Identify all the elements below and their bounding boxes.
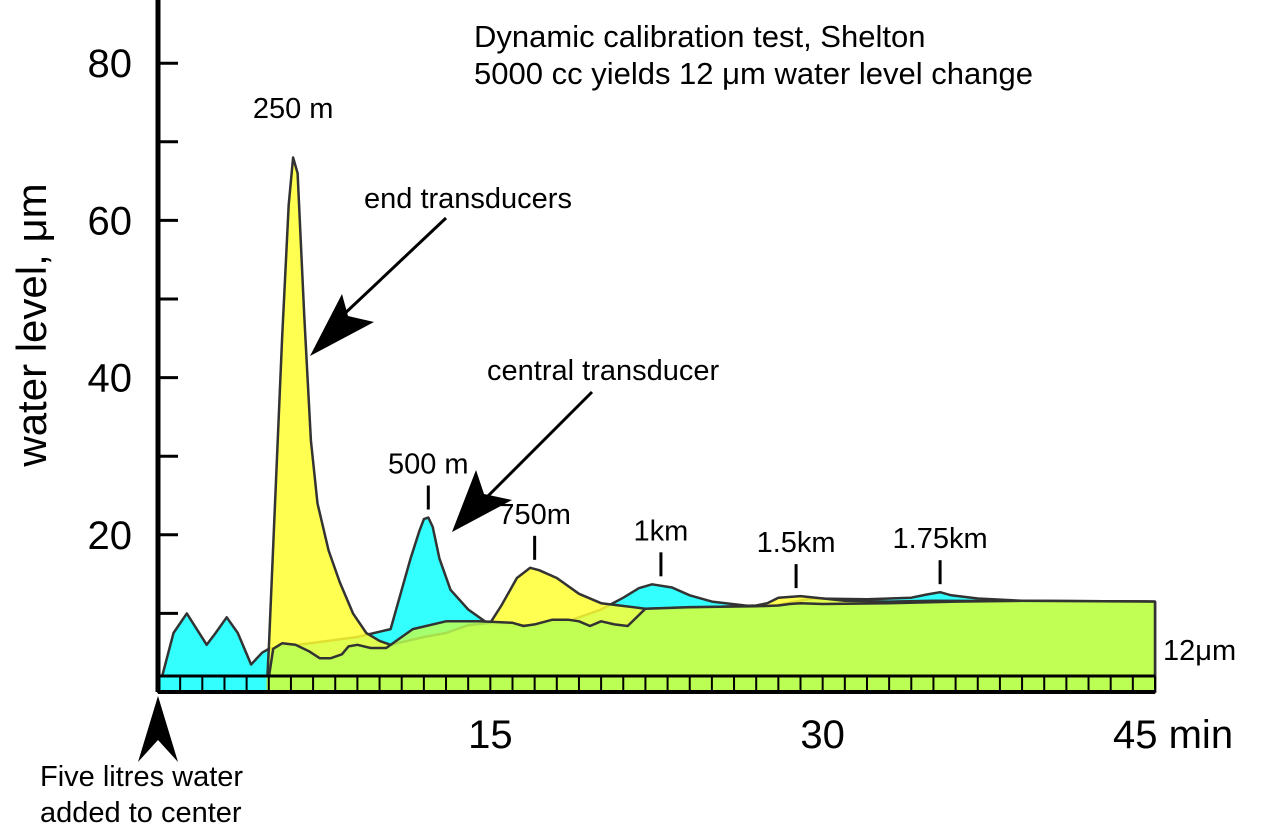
series-areas: [156, 156, 1157, 694]
five-litres-arrow-icon: [138, 696, 178, 762]
x-tick-labels: 15 30 45 min: [468, 713, 1233, 757]
five-litres-line-2: added to center: [40, 797, 242, 829]
end-transducers-label: end transducers: [364, 183, 572, 215]
x-tick-label: 15: [468, 713, 513, 757]
series-area-3: [265, 599, 1157, 694]
x-tick-label: 45 min: [1113, 713, 1233, 757]
y-tick-label: 40: [88, 357, 133, 401]
y-tick-labels: 20 40 60 80: [88, 42, 133, 558]
peak-label: 750m: [498, 499, 571, 531]
end-transducers-arrowhead: [310, 294, 374, 356]
peak-label: 250 m: [253, 93, 334, 125]
x-tick-label: 30: [800, 713, 845, 757]
y-axis-label: water level, μm: [8, 183, 55, 467]
peak-label: 500 m: [388, 449, 469, 481]
chart-title-line-2: 5000 cc yields 12 μm water level change: [474, 56, 1033, 91]
central-transducer-arrowhead: [452, 470, 512, 532]
axes: [155, 0, 178, 692]
twelve-um-label: 12μm: [1163, 635, 1236, 667]
y-tick-label: 20: [88, 514, 133, 558]
chart-title-line-1: Dynamic calibration test, Shelton: [474, 19, 925, 54]
y-tick-label: 60: [88, 199, 133, 243]
central-transducer-arrow-shaft: [482, 390, 594, 502]
peak-labels: 250 m 500 m 750m 1km 1.5km 1.75km: [253, 93, 988, 589]
peak-label: 1km: [634, 515, 689, 547]
y-tick-label: 80: [88, 42, 133, 86]
five-litres-line-1: Five litres water: [40, 761, 243, 793]
y-minor-ticks: [158, 61, 178, 615]
end-transducers-arrow-shaft: [338, 216, 448, 320]
central-transducer-label: central transducer: [487, 355, 719, 387]
baseline-band: [157, 674, 1156, 694]
peak-label: 1.5km: [757, 527, 836, 559]
baseline-band-left: [158, 676, 267, 692]
peak-label: 1.75km: [893, 523, 988, 555]
